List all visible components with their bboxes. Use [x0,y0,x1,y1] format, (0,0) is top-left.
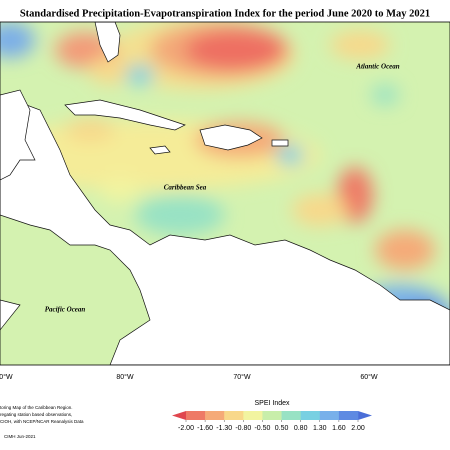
note: toring Map of the Caribbean Region. [0,405,73,410]
ocean-label: Pacific Ocean [45,306,86,314]
colorbar-tick-label: 1.30 [313,425,327,432]
colorbar-tick-label: -1.60 [197,425,213,432]
colorbar-tick-label: 2.00 [351,425,365,432]
note: regating station based observations, [0,412,72,417]
longitude-label: 60°W [360,373,378,381]
colorbar-tick-label: 1.60 [332,425,346,432]
colorbar-segment [243,411,263,420]
colorbar-segment [319,411,340,420]
note: CIOH, with NCEP/NCAR Reanalysis Data [0,419,84,424]
colorbar-segment [262,411,282,420]
colorbar-segment [281,411,301,420]
florida [94,22,121,63]
ocean-label: Caribbean Sea [164,184,207,192]
colorbar-tick-label: -0.50 [254,425,270,432]
longitude-label: 70°W [233,373,251,381]
note: CIMH Jun-2021 [4,434,36,439]
colorbar-segment [300,411,321,420]
colorbar-segment [338,411,359,420]
pacific-coast [0,299,21,331]
puerto-rico [271,139,289,147]
colorbar-tick-label: -1.30 [216,425,232,432]
colorbar-tick-label: -2.00 [178,425,194,432]
yucatan [0,89,36,181]
colorbar-segment [224,411,244,420]
colorbar-segment [205,411,225,420]
colorbar-end [358,411,372,420]
cuba [64,99,186,131]
map [0,22,450,365]
title: Standardised Precipitation-Evapotranspir… [20,8,430,19]
map-frame [0,21,450,366]
colorbar: -2.00 -1.60 -1.30 -0.80 -0.50 0.50 0.80 1.30 1.6… [172,411,372,432]
longitude-label: 90°W [0,373,13,381]
colorbar-segment [186,411,206,420]
colorbar-tick-label: -0.80 [235,425,251,432]
jamaica [149,145,171,155]
hispaniola [199,124,263,151]
colorbar-end [172,411,186,420]
colorbar-tick-label: 0.80 [294,425,308,432]
colorbar-title: SPEI Index [254,400,290,407]
mainland [0,94,450,365]
longitude-label: 80°W [116,373,134,381]
colorbar-tick-label: 0.50 [275,425,289,432]
ocean-label: Atlantic Ocean [355,63,399,71]
